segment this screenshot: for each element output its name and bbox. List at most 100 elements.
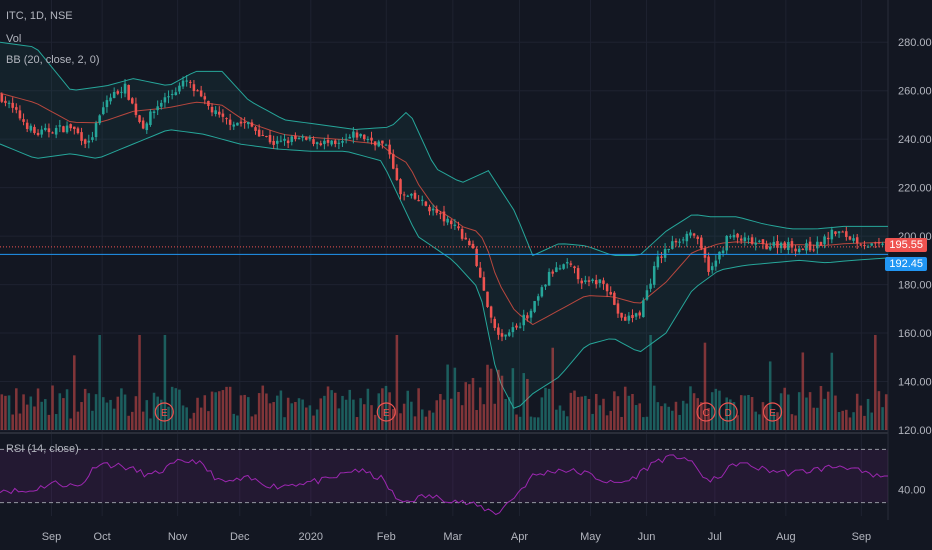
- candle-body: [696, 236, 699, 239]
- candle-body: [424, 201, 428, 206]
- volume-bar: [152, 392, 156, 430]
- candle-body: [105, 100, 109, 108]
- candle-body: [94, 122, 98, 138]
- volume-bar: [87, 393, 91, 430]
- candle-body: [540, 287, 544, 297]
- candle-body: [638, 312, 641, 316]
- candle-body: [598, 279, 602, 284]
- candle-body: [729, 236, 732, 238]
- candle-body: [515, 325, 518, 328]
- candle-body: [47, 128, 51, 133]
- time-tick-label: Apr: [511, 531, 528, 543]
- volume-bar: [196, 397, 199, 430]
- volume-bar: [174, 388, 178, 430]
- volume-bar: [500, 375, 504, 430]
- candle-body: [250, 122, 254, 127]
- volume-bar: [587, 398, 591, 430]
- volume-bar: [620, 416, 623, 430]
- candle-body: [504, 334, 507, 337]
- price-tick-label: 280.00: [898, 37, 932, 49]
- candle-body: [478, 267, 482, 278]
- candle-body: [779, 242, 783, 249]
- volume-bar: [73, 355, 76, 430]
- volume-bar: [131, 411, 134, 430]
- volume-bar: [214, 392, 217, 430]
- volume-bar: [105, 402, 109, 430]
- candle-body: [866, 246, 870, 248]
- volume-bar: [145, 400, 149, 430]
- volume-bar: [747, 394, 750, 430]
- candle-body: [279, 140, 283, 142]
- candle-body: [83, 139, 87, 144]
- candle-body: [80, 132, 83, 141]
- volume-bar: [555, 409, 558, 430]
- candle-body: [33, 126, 36, 134]
- volume-bar: [247, 397, 250, 430]
- bb-legend[interactable]: BB (20, close, 2, 0): [6, 54, 100, 66]
- candle-body: [685, 233, 689, 242]
- candle-body: [170, 94, 174, 96]
- volume-bar: [352, 399, 355, 430]
- candle-body: [391, 154, 395, 169]
- candle-body: [218, 111, 221, 115]
- candle-body: [747, 238, 750, 240]
- volume-bar: [489, 368, 493, 430]
- bb-upper-line: [0, 41, 888, 257]
- candle-body: [830, 229, 834, 240]
- candle-body: [808, 241, 812, 251]
- volume-bar: [750, 397, 754, 430]
- candle-body: [468, 240, 471, 246]
- volume-bar: [801, 352, 805, 430]
- volume-bar: [120, 388, 123, 430]
- volume-bar: [870, 412, 873, 430]
- candle-body: [207, 100, 210, 106]
- volume-bar: [254, 414, 257, 430]
- volume-bar: [257, 393, 261, 430]
- volume-bar: [308, 405, 312, 430]
- volume-bar: [765, 405, 768, 430]
- volume-bar: [44, 399, 47, 430]
- candle-body: [410, 193, 413, 196]
- candle-body: [584, 280, 587, 283]
- volume-bar: [279, 390, 283, 430]
- candle-body: [254, 127, 257, 131]
- candle-body: [232, 124, 236, 127]
- price-tick-label: 260.00: [898, 86, 932, 98]
- candle-body: [395, 168, 399, 181]
- candle-body: [7, 102, 11, 104]
- volume-bar: [102, 397, 105, 430]
- volume-bar: [261, 385, 265, 430]
- volume-bar: [381, 388, 384, 430]
- event-marker: [376, 402, 396, 422]
- candle-body: [783, 242, 786, 249]
- candle-body: [627, 315, 631, 321]
- volume-bar: [609, 410, 612, 430]
- volume-bar: [812, 407, 815, 430]
- volume-bar: [236, 415, 239, 430]
- volume-bar: [149, 418, 152, 430]
- volume-bar: [268, 403, 272, 430]
- symbol-legend[interactable]: ITC, 1D, NSE: [6, 10, 73, 22]
- volume-bar: [232, 413, 236, 430]
- volume-bar: [36, 388, 40, 430]
- candle-body: [145, 123, 149, 131]
- volume-bar: [355, 417, 359, 430]
- event-marker-label: D: [725, 408, 732, 419]
- rsi-legend[interactable]: RSI (14, close): [6, 443, 79, 455]
- candle-body: [221, 113, 225, 117]
- price-tick-label: 140.00: [898, 377, 932, 389]
- volume-bar: [301, 399, 304, 430]
- candle-body: [486, 291, 489, 307]
- candle-body: [852, 238, 855, 241]
- candle-body: [453, 224, 457, 226]
- candle-body: [718, 251, 721, 260]
- candle-body: [863, 245, 866, 247]
- candle-body: [62, 126, 65, 133]
- candle-body: [787, 242, 790, 250]
- candle-body: [642, 300, 645, 318]
- candle-body: [739, 238, 743, 241]
- candle-body: [660, 256, 663, 258]
- vol-legend[interactable]: Vol: [6, 33, 22, 45]
- volume-bar: [602, 398, 605, 430]
